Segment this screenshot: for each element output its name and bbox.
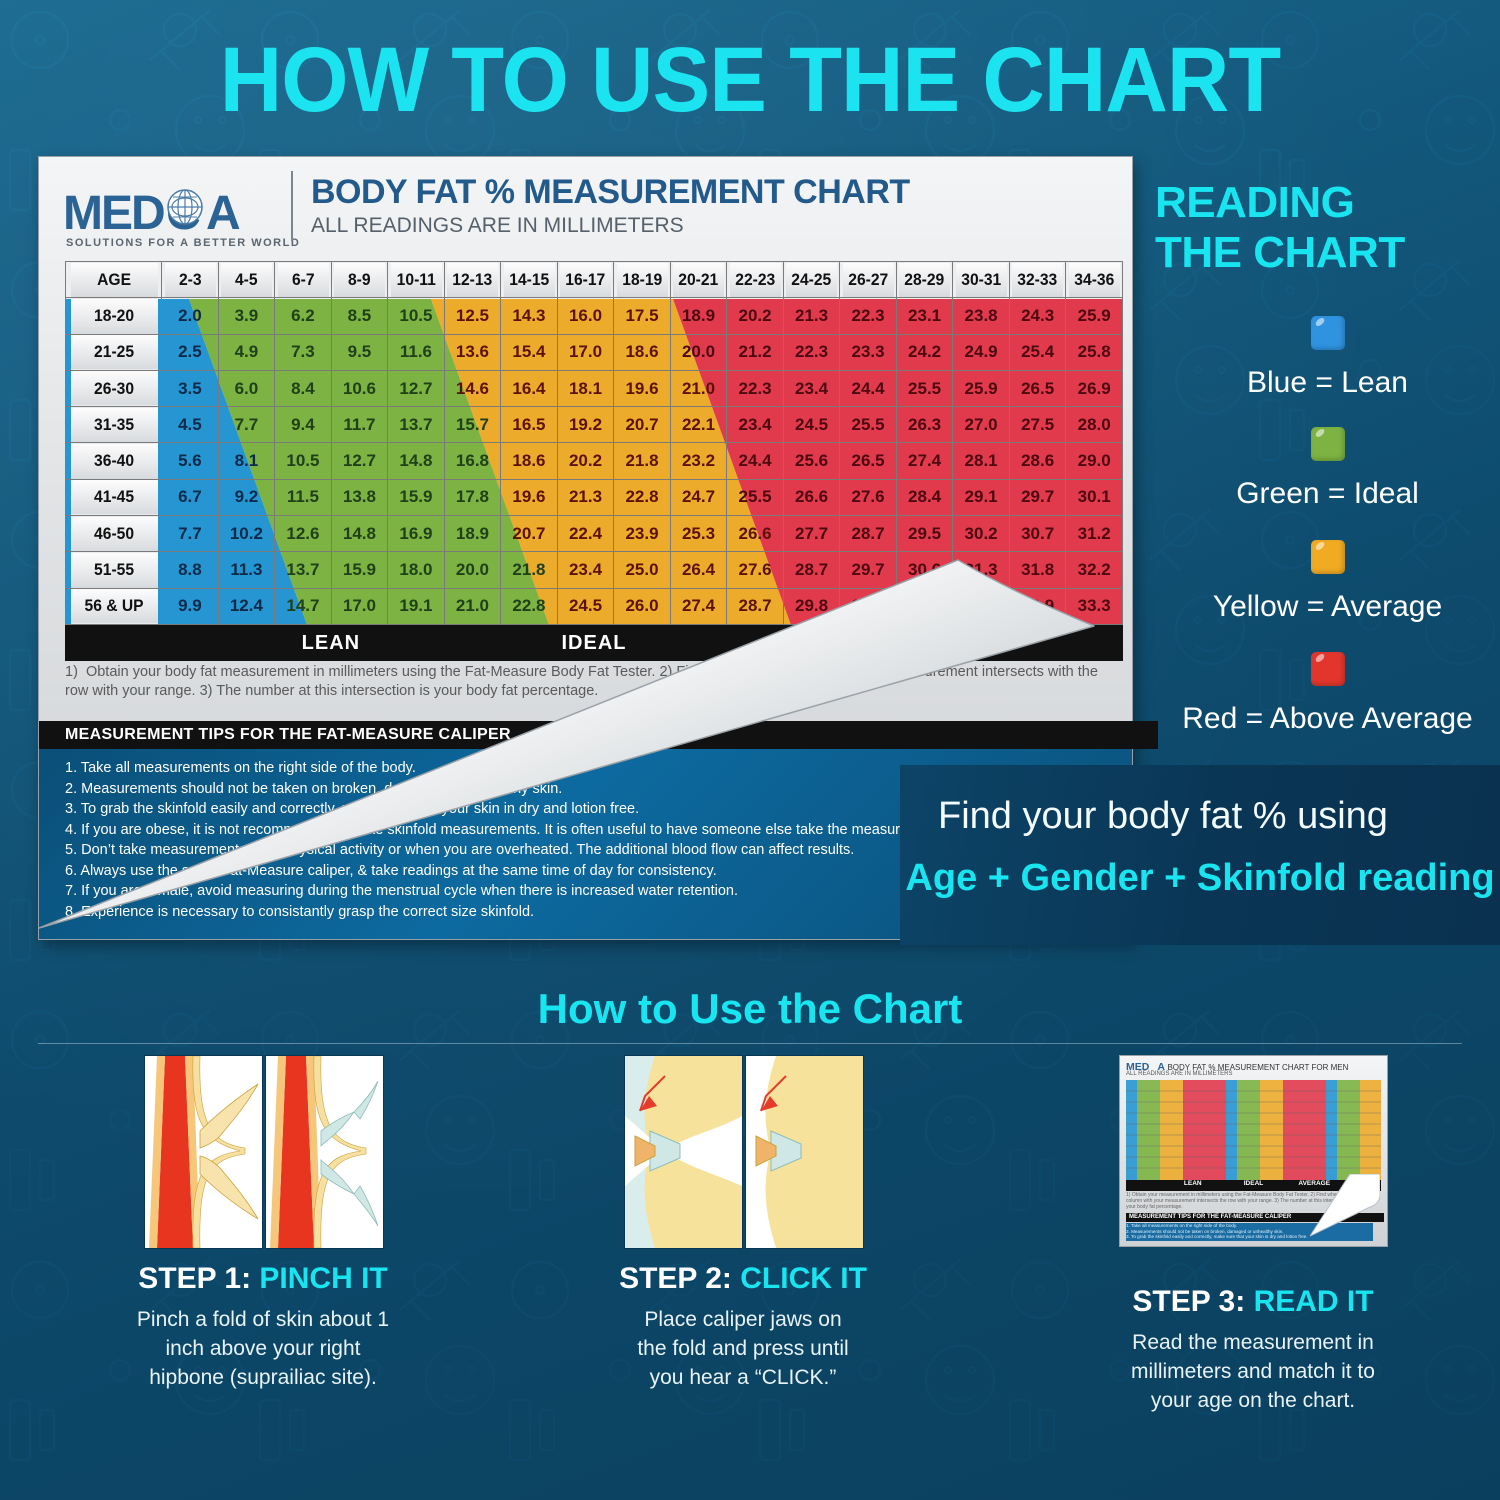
svg-text:MED: MED <box>63 187 164 240</box>
svg-text:A: A <box>206 187 240 240</box>
